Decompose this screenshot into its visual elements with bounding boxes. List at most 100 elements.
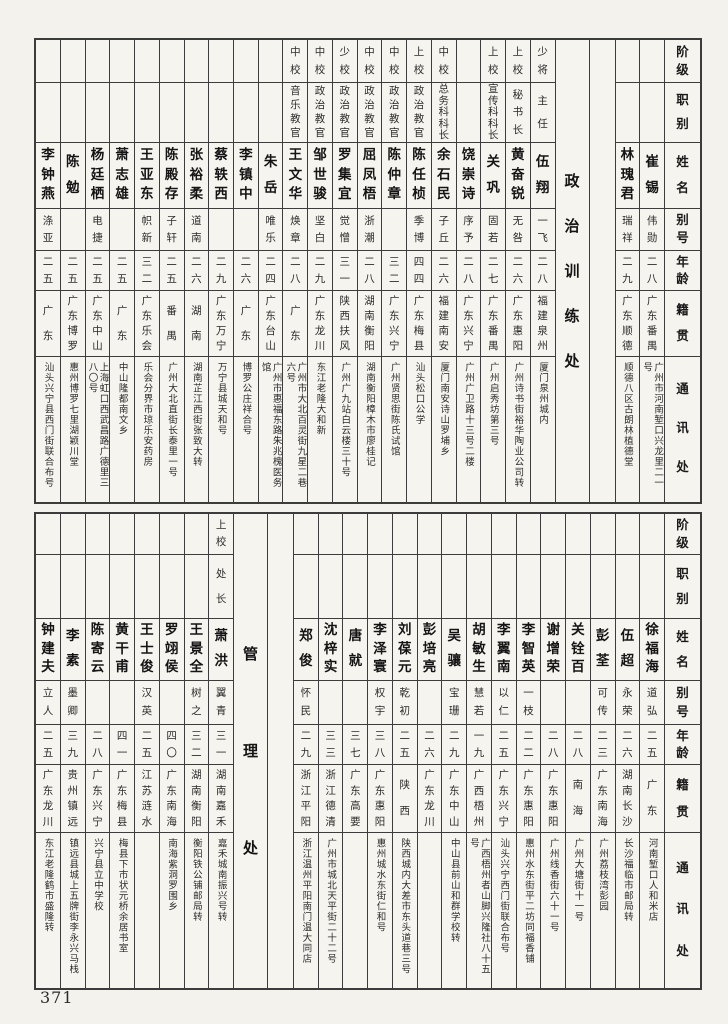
roster-column: 少将主任伍翔一飞二八福建泉州厦门泉州城内: [529, 40, 555, 502]
address-text: 东江老隆鹤市盛隆转: [42, 838, 54, 933]
alias-cell: [318, 680, 343, 724]
role-cell: 宣传科科长: [481, 82, 506, 142]
name-cell: 邹世骏: [308, 142, 332, 208]
row-header-cell: 通讯处: [665, 832, 700, 986]
name-cell: 李钟燕: [36, 142, 60, 208]
roster-column: 唐就三七广东高要: [342, 514, 368, 988]
origin-cell: 番禺: [159, 290, 184, 356]
age-cell: 二九: [442, 724, 467, 764]
address-cell: 汕头松口公学: [407, 356, 431, 500]
age-cell: 二六: [417, 724, 442, 764]
rank-cell: [541, 514, 565, 554]
age-cell: 三二: [184, 724, 209, 764]
name-cell: 陈寄云: [85, 618, 110, 680]
alias-cell: 坚白: [308, 208, 332, 250]
rank-cell: [86, 40, 110, 82]
name-cell: 刘葆元: [392, 618, 417, 680]
origin-cell: 湖南嘉禾: [209, 764, 233, 832]
address-cell: 中山隆都南文乡: [110, 356, 135, 500]
rank-cell: [616, 40, 640, 82]
origin-cell: 广东中山: [85, 290, 110, 356]
age-cell: 二六: [431, 250, 456, 290]
roster-column: 蔡轶西二九广东万宁万宁县城天和号: [208, 40, 233, 502]
rank-cell: [110, 514, 134, 554]
address-text: 广州线香街六十一号: [547, 838, 559, 933]
roster-column: 萧志雄二五广东中山隆都南文乡: [109, 40, 135, 502]
role-cell: [640, 554, 664, 618]
role-cell: [110, 82, 135, 142]
row-header-cell: 籍贯: [665, 764, 700, 832]
alias-cell: 季博: [407, 208, 431, 250]
roster-column: 王士俊汉英二五江苏涟水: [134, 514, 159, 988]
address-cell: 广州大北直街长泰里一号: [159, 356, 184, 500]
role-cell: [36, 82, 60, 142]
alias-cell: 序予: [456, 208, 481, 250]
role-cell: [159, 554, 184, 618]
name-cell: 钟建夫: [36, 618, 60, 680]
roster-column: 彭培亮二六广东龙川: [416, 514, 442, 988]
address-text: 广州市城北天平街二十二号: [325, 838, 337, 964]
name-cell: 王亚东: [135, 142, 159, 208]
origin-cell: 陕西: [392, 764, 417, 832]
address-text: 惠州城水东街仁和号: [374, 838, 386, 933]
origin-cell: 广东兴宁: [456, 290, 481, 356]
rank-cell: 中校: [314, 46, 326, 76]
origin-cell: 湖南衡阳: [184, 764, 209, 832]
row-header-cell: 姓名: [665, 618, 700, 680]
rank-cell: [442, 514, 466, 554]
origin-cell: 湖南: [184, 290, 209, 356]
alias-cell: 觉憎: [332, 208, 357, 250]
roster-column: 上校宣传科科长关巩固若二七广东番禺广州启秀坊第三号: [480, 40, 506, 502]
roster-tables: 阶级职别姓名别号年龄籍贯通讯处崔锡伟勋二八广东番禺广州市河南堑口兴龙里二一号林瑰…: [34, 38, 702, 990]
roster-column: 关铨百二八南海广州大塘街十一号: [565, 514, 590, 988]
address-cell: 陕西城内大差市东头道巷三号: [392, 832, 417, 986]
origin-cell: 广东南海: [590, 764, 615, 832]
name-cell: 萧洪: [209, 618, 233, 680]
name-cell: 李镇中: [233, 142, 258, 208]
address-cell: [343, 832, 368, 986]
role-cell: 政治教官: [382, 82, 407, 142]
address-cell: 乐会分界市琼乐安药房: [135, 356, 159, 500]
origin-cell: 广东兴宁: [85, 764, 110, 832]
role-cell: [135, 554, 159, 618]
age-cell: 二六: [233, 250, 258, 290]
origin-cell: 广东: [233, 290, 258, 356]
address-cell: 广州诗书街裕华陶业公司转: [506, 356, 530, 500]
origin-cell: 福建南安: [431, 290, 456, 356]
name-cell: 胡敏生: [467, 618, 491, 680]
rank-cell: [616, 514, 640, 554]
origin-cell: 广东惠阳: [368, 764, 392, 832]
age-cell: 二八: [456, 250, 481, 290]
age-cell: 四四: [407, 250, 431, 290]
role-cell: [36, 554, 60, 618]
alias-cell: [566, 680, 590, 724]
alias-cell: 立人: [36, 680, 60, 724]
rank-cell: [343, 514, 367, 554]
rank-cell: [319, 514, 343, 554]
alias-cell: [60, 208, 85, 250]
age-cell: 二六: [184, 250, 209, 290]
age-cell: 二五: [36, 724, 60, 764]
age-cell: 二八: [530, 250, 555, 290]
role-cell: 政治教官: [332, 82, 357, 142]
age-cell: 四〇: [159, 724, 184, 764]
origin-cell: 广东南海: [159, 764, 184, 832]
address-text: 嘉禾城南振兴号转: [215, 838, 227, 922]
alias-cell: 乾初: [392, 680, 417, 724]
management-section-table: 阶级职别姓名别号年龄籍贯通讯处徐福海道弘二五广东河南堑口人和米店伍超永荣二六湖南…: [34, 512, 702, 990]
roster-column: 上校秘书长黄奋锐无咎二六广东惠阳广州诗书街裕华陶业公司转: [505, 40, 530, 502]
address-text: 长沙福临市邮局转: [621, 838, 633, 922]
address-cell: 浙江温州平阳南门温大同店: [293, 832, 318, 986]
address-cell: 博罗公庄祥合号: [233, 356, 258, 500]
roster-column: 伍超永荣二六湖南长沙长沙福临市邮局转: [614, 514, 640, 988]
origin-cell: 广东番禺: [481, 290, 506, 356]
origin-cell: 广东惠阳: [506, 290, 530, 356]
address-cell: 东江老隆大和新: [308, 356, 332, 500]
rank-cell: 中校: [438, 46, 449, 76]
roster-column: 中校音乐教官王文华焕章二八广东广州市大北百灵街九星二巷六号: [282, 40, 308, 502]
origin-cell: 广东兴宁: [491, 764, 516, 832]
age-cell: 二四: [258, 250, 283, 290]
role-cell: [293, 554, 318, 618]
origin-cell: 江苏涟水: [135, 764, 159, 832]
row-header-cell: 通讯处: [665, 356, 700, 500]
